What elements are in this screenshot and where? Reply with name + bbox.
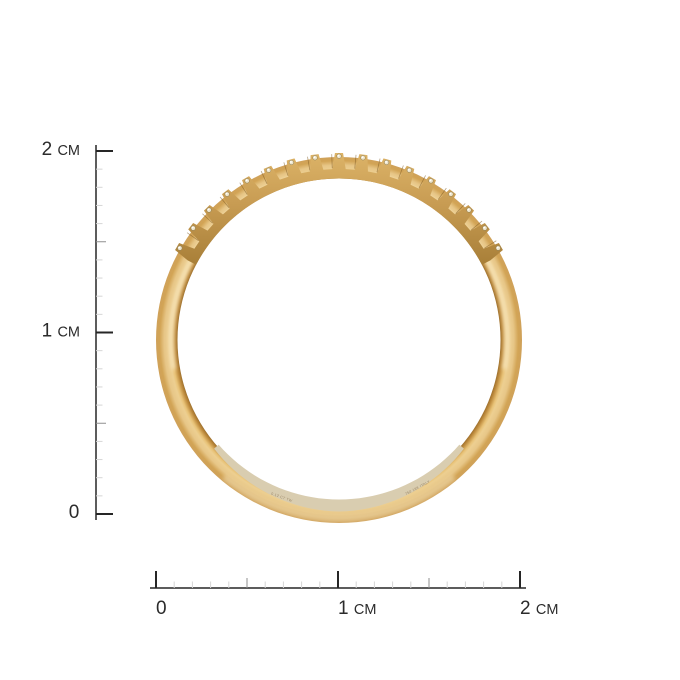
- svg-text:0: 0: [69, 502, 80, 523]
- svg-text:0: 0: [156, 598, 167, 619]
- svg-text:1 CM: 1 CM: [338, 598, 376, 619]
- svg-text:2 CM: 2 CM: [520, 598, 558, 619]
- svg-text:1 CM: 1 CM: [42, 321, 80, 342]
- svg-text:2 CM: 2 CM: [42, 139, 80, 160]
